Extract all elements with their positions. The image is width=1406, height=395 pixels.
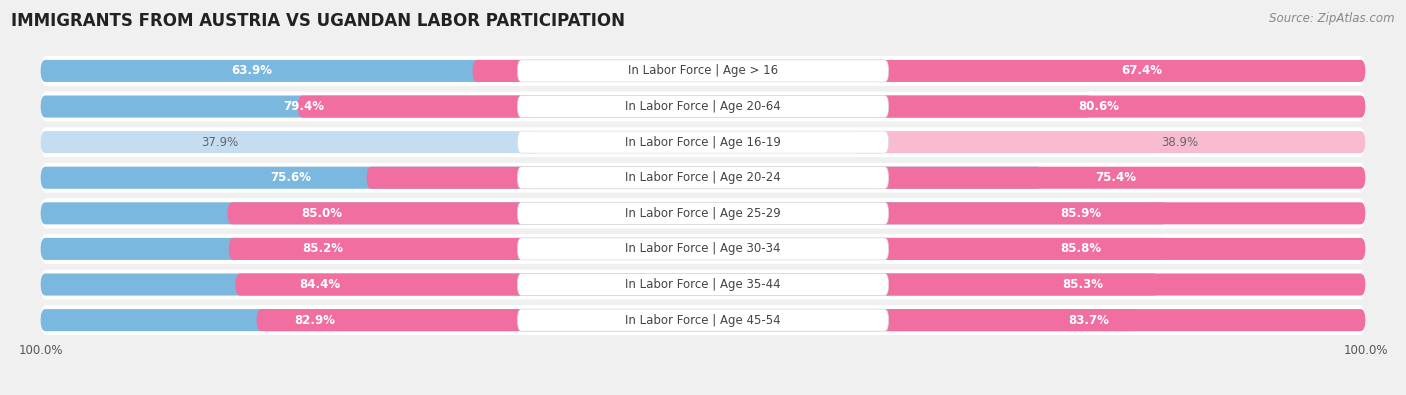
Text: 67.4%: 67.4% (1122, 64, 1163, 77)
FancyBboxPatch shape (41, 92, 1365, 122)
Text: In Labor Force | Age 45-54: In Labor Force | Age 45-54 (626, 314, 780, 327)
FancyBboxPatch shape (851, 131, 1365, 153)
FancyBboxPatch shape (41, 60, 887, 82)
FancyBboxPatch shape (41, 309, 1139, 331)
FancyBboxPatch shape (517, 167, 889, 189)
FancyBboxPatch shape (367, 167, 1365, 189)
FancyBboxPatch shape (41, 56, 1365, 86)
Text: 83.7%: 83.7% (1067, 314, 1109, 327)
Text: In Labor Force | Age 30-34: In Labor Force | Age 30-34 (626, 243, 780, 256)
Text: 63.9%: 63.9% (232, 64, 273, 77)
Legend: Immigrants from Austria, Ugandan: Immigrants from Austria, Ugandan (567, 391, 839, 395)
FancyBboxPatch shape (517, 60, 889, 82)
Text: In Labor Force | Age > 16: In Labor Force | Age > 16 (628, 64, 778, 77)
Text: 80.6%: 80.6% (1078, 100, 1119, 113)
Text: 85.3%: 85.3% (1063, 278, 1104, 291)
FancyBboxPatch shape (298, 96, 1365, 118)
FancyBboxPatch shape (41, 234, 1365, 264)
Text: In Labor Force | Age 16-19: In Labor Force | Age 16-19 (626, 135, 780, 149)
FancyBboxPatch shape (472, 60, 1365, 82)
Text: In Labor Force | Age 35-44: In Labor Force | Age 35-44 (626, 278, 780, 291)
FancyBboxPatch shape (41, 96, 1092, 118)
FancyBboxPatch shape (41, 167, 1042, 189)
FancyBboxPatch shape (41, 273, 1159, 295)
FancyBboxPatch shape (517, 238, 889, 260)
FancyBboxPatch shape (41, 127, 1365, 157)
FancyBboxPatch shape (517, 273, 889, 295)
FancyBboxPatch shape (41, 198, 1365, 228)
Text: 75.4%: 75.4% (1095, 171, 1136, 184)
FancyBboxPatch shape (41, 269, 1365, 299)
FancyBboxPatch shape (228, 202, 1365, 224)
FancyBboxPatch shape (517, 96, 889, 118)
FancyBboxPatch shape (517, 309, 889, 331)
FancyBboxPatch shape (41, 202, 1167, 224)
FancyBboxPatch shape (517, 202, 889, 224)
Text: 84.4%: 84.4% (299, 278, 340, 291)
FancyBboxPatch shape (256, 309, 1365, 331)
Text: 85.0%: 85.0% (302, 207, 343, 220)
FancyBboxPatch shape (517, 131, 889, 153)
FancyBboxPatch shape (41, 238, 1170, 260)
Text: IMMIGRANTS FROM AUSTRIA VS UGANDAN LABOR PARTICIPATION: IMMIGRANTS FROM AUSTRIA VS UGANDAN LABOR… (11, 12, 626, 30)
Text: In Labor Force | Age 25-29: In Labor Force | Age 25-29 (626, 207, 780, 220)
Text: In Labor Force | Age 20-24: In Labor Force | Age 20-24 (626, 171, 780, 184)
FancyBboxPatch shape (41, 305, 1365, 335)
Text: In Labor Force | Age 20-64: In Labor Force | Age 20-64 (626, 100, 780, 113)
FancyBboxPatch shape (41, 131, 543, 153)
Text: Source: ZipAtlas.com: Source: ZipAtlas.com (1270, 12, 1395, 25)
FancyBboxPatch shape (235, 273, 1365, 295)
Text: 85.9%: 85.9% (1060, 207, 1101, 220)
FancyBboxPatch shape (229, 238, 1365, 260)
Text: 38.9%: 38.9% (1161, 135, 1198, 149)
Text: 85.2%: 85.2% (302, 243, 343, 256)
Text: 85.8%: 85.8% (1060, 243, 1102, 256)
Text: 82.9%: 82.9% (295, 314, 336, 327)
Text: 37.9%: 37.9% (201, 135, 239, 149)
Text: 75.6%: 75.6% (270, 171, 312, 184)
FancyBboxPatch shape (41, 163, 1365, 193)
Text: 79.4%: 79.4% (283, 100, 323, 113)
